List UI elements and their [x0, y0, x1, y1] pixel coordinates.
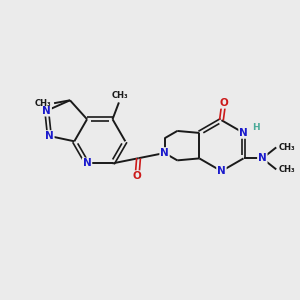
- Text: N: N: [83, 158, 92, 168]
- Text: CH₃: CH₃: [278, 165, 295, 174]
- Text: N: N: [239, 128, 248, 138]
- Text: N: N: [217, 166, 226, 176]
- Text: CH₃: CH₃: [278, 143, 295, 152]
- Text: N: N: [258, 153, 267, 164]
- Text: N: N: [45, 131, 54, 141]
- Text: CH₃: CH₃: [112, 91, 129, 100]
- Text: N: N: [160, 148, 169, 158]
- Text: CH₃: CH₃: [34, 99, 51, 108]
- Text: N: N: [42, 106, 51, 116]
- Text: H: H: [252, 123, 260, 132]
- Text: O: O: [219, 98, 228, 108]
- Text: O: O: [133, 171, 142, 181]
